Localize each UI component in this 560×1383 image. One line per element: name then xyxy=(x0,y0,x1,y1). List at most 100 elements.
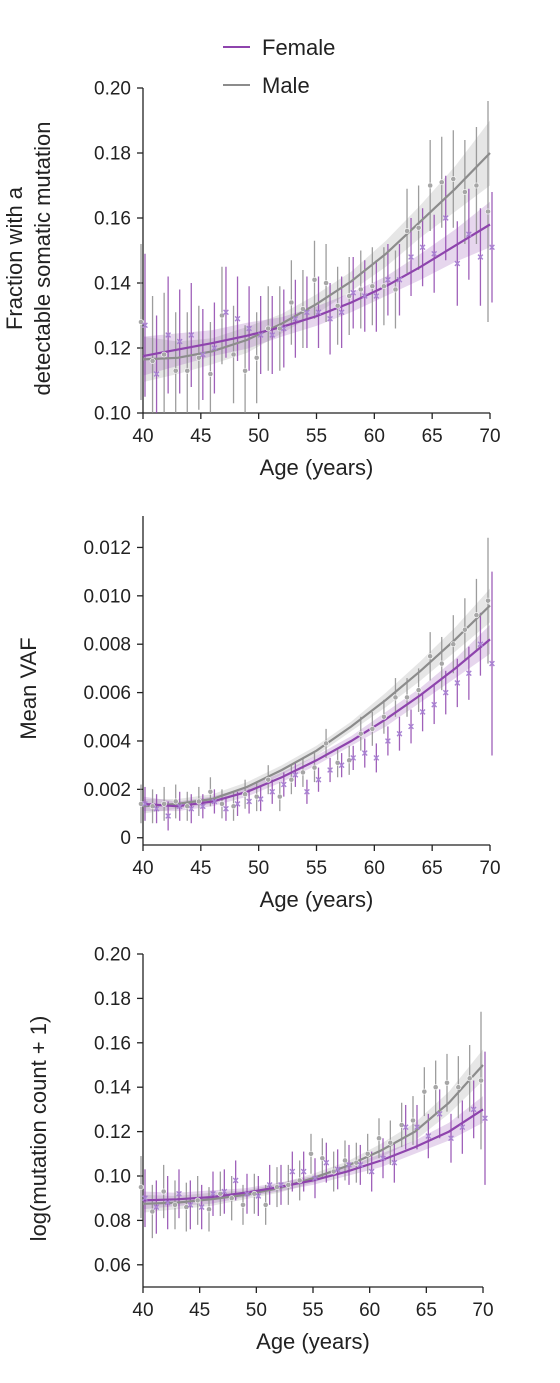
female-data-point xyxy=(350,755,357,761)
female-data-point xyxy=(477,641,484,648)
y-tick-label: 0.20 xyxy=(94,945,131,966)
male-data-point xyxy=(161,351,168,358)
male-data-point xyxy=(184,367,191,374)
y-tick-label: 0.004 xyxy=(83,731,131,752)
y-axis-label: detectable somatic mutation xyxy=(30,122,55,396)
female-data-point xyxy=(300,1168,307,1175)
female-data-point xyxy=(153,805,160,812)
male-fit-line xyxy=(142,604,491,808)
y-tick-label: 0.008 xyxy=(83,635,131,656)
x-tick-label: 70 xyxy=(472,1300,493,1321)
male-data-point xyxy=(473,182,480,189)
y-tick-label: 0.14 xyxy=(94,274,131,295)
male-data-point xyxy=(364,1150,371,1157)
female-data-point xyxy=(246,325,252,332)
male-data-point xyxy=(253,354,260,361)
female-data-point xyxy=(436,1110,443,1117)
male-data-point xyxy=(450,641,457,648)
male-data-point xyxy=(323,280,329,286)
male-data-point xyxy=(265,776,272,783)
male-data-point xyxy=(485,208,491,215)
x-tick-label: 50 xyxy=(246,1300,267,1321)
male-data-point xyxy=(415,224,422,231)
x-tick-label: 50 xyxy=(248,426,269,447)
male-data-point xyxy=(138,800,144,807)
female-data-point xyxy=(327,315,333,322)
female-data-point xyxy=(357,1162,364,1168)
male-data-point xyxy=(410,1117,416,1124)
male-data-point xyxy=(444,1079,450,1086)
y-axis-label: Mean VAF xyxy=(16,637,41,739)
female-data-point xyxy=(312,1175,318,1182)
female-data-point xyxy=(246,798,252,805)
female-data-point xyxy=(244,1190,250,1197)
y-tick-label: 0.16 xyxy=(94,1033,131,1054)
x-tick-label: 45 xyxy=(190,426,211,447)
male-confidence-band xyxy=(143,120,490,383)
female-data-point xyxy=(489,244,495,251)
male-data-point xyxy=(427,653,434,660)
female-data-point xyxy=(431,250,438,257)
male-data-point xyxy=(149,358,156,364)
y-tick-label: 0.18 xyxy=(94,144,131,165)
female-data-point xyxy=(255,1193,262,1199)
y-tick-label: 0.10 xyxy=(94,1167,131,1188)
male-data-point xyxy=(380,713,387,720)
female-data-point xyxy=(361,750,368,756)
female-data-point xyxy=(234,315,241,322)
chart-mean-vaf: 0 0.002 0.004 0.006 0.008 0.010 0.012 40 45 50 55 6… xyxy=(16,516,501,912)
x-tick-label: 55 xyxy=(302,1300,323,1321)
male-data-point xyxy=(473,612,480,619)
female-data-point xyxy=(176,338,183,345)
female-data-point xyxy=(408,723,414,730)
male-data-point xyxy=(276,325,283,332)
male-data-point xyxy=(172,367,179,374)
male-data-point xyxy=(230,803,237,810)
male-data-point xyxy=(149,803,156,810)
male-data-point xyxy=(311,764,318,771)
male-data-point xyxy=(311,276,318,283)
female-data-point xyxy=(153,371,160,377)
female-fit-line xyxy=(142,223,491,358)
female-data-point xyxy=(176,803,183,810)
male-data-point xyxy=(288,776,295,783)
female-data-point xyxy=(385,276,391,283)
male-data-point xyxy=(262,1201,269,1208)
male-data-point xyxy=(369,283,376,290)
female-data-point xyxy=(210,1190,216,1197)
male-data-point xyxy=(357,286,364,293)
male-data-point xyxy=(219,800,225,807)
male-data-point xyxy=(207,371,214,377)
male-data-point xyxy=(455,1084,462,1091)
y-tick-label: 0.18 xyxy=(94,989,131,1010)
male-data-point xyxy=(160,1188,167,1195)
y-tick-label: 0.06 xyxy=(94,1255,131,1276)
female-data-point xyxy=(368,1168,375,1175)
male-data-point xyxy=(308,1150,314,1157)
x-axis-label: Age (years) xyxy=(256,1329,370,1354)
female-data-point xyxy=(470,1106,477,1113)
y-tick-label: 0.12 xyxy=(94,339,131,360)
male-data-point xyxy=(466,1075,473,1082)
female-data-point xyxy=(396,730,403,737)
male-data-point xyxy=(296,1177,303,1184)
female-data-point xyxy=(292,771,299,778)
female-data-point xyxy=(211,345,218,351)
y-tick-label: 0.006 xyxy=(83,683,131,704)
y-tick-label: 0.14 xyxy=(94,1078,131,1099)
y-tick-label: 0.012 xyxy=(83,538,131,559)
female-data-point xyxy=(176,1190,182,1197)
male-data-point xyxy=(478,1077,484,1084)
male-data-point xyxy=(240,1201,246,1208)
y-tick-label: 0.010 xyxy=(83,586,131,607)
male-data-point xyxy=(161,800,168,807)
female-data-point xyxy=(280,325,287,332)
female-confidence-band xyxy=(143,201,490,376)
female-data-point xyxy=(234,800,241,807)
legend: Female Male xyxy=(223,35,335,98)
female-data-point xyxy=(361,293,368,299)
female-data-point xyxy=(385,738,391,744)
x-tick-label: 50 xyxy=(248,858,269,879)
male-confidence-band xyxy=(143,1049,483,1213)
female-data-point xyxy=(419,709,426,715)
